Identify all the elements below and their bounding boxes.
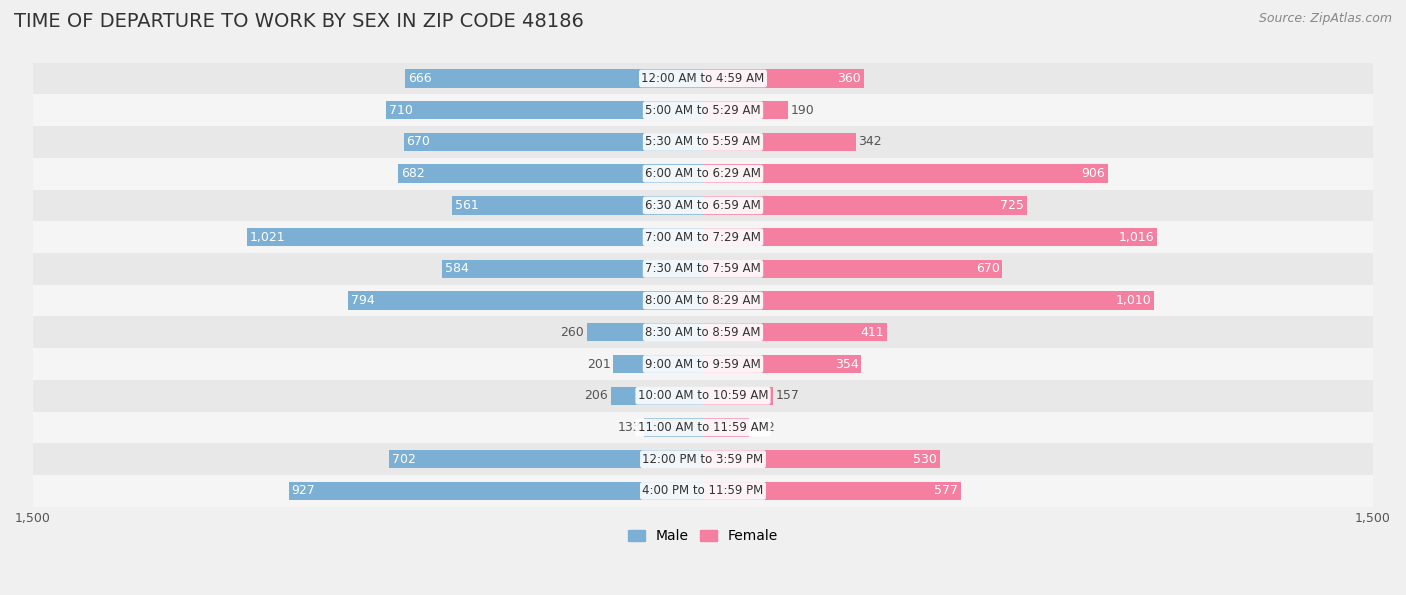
Text: 411: 411 [860,326,884,339]
Text: 201: 201 [586,358,610,371]
Text: 906: 906 [1081,167,1105,180]
Text: 342: 342 [859,136,882,148]
Bar [703,101,787,120]
Bar [32,62,1374,95]
Text: TIME OF DEPARTURE TO WORK BY SEX IN ZIP CODE 48186: TIME OF DEPARTURE TO WORK BY SEX IN ZIP … [14,12,583,31]
Bar [247,228,703,246]
Text: 1,021: 1,021 [250,231,285,243]
Bar [703,228,1157,246]
Bar [32,380,1374,412]
Text: 12:00 AM to 4:59 AM: 12:00 AM to 4:59 AM [641,72,765,85]
Text: 1,016: 1,016 [1119,231,1154,243]
Bar [703,450,939,468]
Bar [703,323,887,342]
Text: 7:30 AM to 7:59 AM: 7:30 AM to 7:59 AM [645,262,761,275]
Text: 794: 794 [352,294,375,307]
Text: 360: 360 [838,72,860,85]
Bar [32,221,1374,253]
Bar [703,69,863,87]
Text: 354: 354 [835,358,859,371]
Bar [32,475,1374,507]
Bar [586,323,703,342]
Bar [32,348,1374,380]
Text: 260: 260 [561,326,583,339]
Bar [389,450,703,468]
Text: 530: 530 [914,453,936,466]
Text: 10:00 AM to 10:59 AM: 10:00 AM to 10:59 AM [638,389,768,402]
Bar [398,164,703,183]
Bar [32,443,1374,475]
Text: 11:00 AM to 11:59 AM: 11:00 AM to 11:59 AM [638,421,768,434]
Text: 206: 206 [585,389,609,402]
Bar [288,482,703,500]
Text: 12:00 PM to 3:59 PM: 12:00 PM to 3:59 PM [643,453,763,466]
Bar [613,355,703,373]
Text: 7:00 AM to 7:29 AM: 7:00 AM to 7:29 AM [645,231,761,243]
Bar [703,387,773,405]
Text: 725: 725 [1000,199,1024,212]
Text: 1,010: 1,010 [1116,294,1152,307]
Text: 666: 666 [408,72,432,85]
Bar [32,284,1374,317]
Bar [453,196,703,215]
Text: 577: 577 [934,484,957,497]
Text: 8:00 AM to 8:29 AM: 8:00 AM to 8:29 AM [645,294,761,307]
Bar [405,69,703,87]
Bar [612,387,703,405]
Bar [32,190,1374,221]
Bar [32,253,1374,284]
Bar [32,126,1374,158]
Bar [703,482,960,500]
Bar [32,412,1374,443]
Bar [703,355,860,373]
Bar [703,133,856,151]
Text: 133: 133 [617,421,641,434]
Bar [385,101,703,120]
Text: 702: 702 [392,453,416,466]
Bar [703,292,1154,310]
Bar [703,164,1108,183]
Text: 710: 710 [388,104,412,117]
Text: 5:00 AM to 5:29 AM: 5:00 AM to 5:29 AM [645,104,761,117]
Text: 584: 584 [444,262,468,275]
Bar [703,196,1026,215]
Bar [703,418,748,437]
Text: 190: 190 [790,104,814,117]
Bar [441,259,703,278]
Bar [349,292,703,310]
Text: 682: 682 [401,167,425,180]
Text: 670: 670 [976,262,1000,275]
Bar [703,259,1002,278]
Text: 6:30 AM to 6:59 AM: 6:30 AM to 6:59 AM [645,199,761,212]
Text: 157: 157 [776,389,800,402]
Text: 927: 927 [291,484,315,497]
Text: 102: 102 [751,421,775,434]
Bar [32,317,1374,348]
Text: 561: 561 [456,199,479,212]
Text: 5:30 AM to 5:59 AM: 5:30 AM to 5:59 AM [645,136,761,148]
Text: 670: 670 [406,136,430,148]
Text: 6:00 AM to 6:29 AM: 6:00 AM to 6:29 AM [645,167,761,180]
Text: 9:00 AM to 9:59 AM: 9:00 AM to 9:59 AM [645,358,761,371]
Bar [644,418,703,437]
Text: Source: ZipAtlas.com: Source: ZipAtlas.com [1258,12,1392,25]
Bar [32,158,1374,190]
Text: 4:00 PM to 11:59 PM: 4:00 PM to 11:59 PM [643,484,763,497]
Text: 8:30 AM to 8:59 AM: 8:30 AM to 8:59 AM [645,326,761,339]
Bar [32,95,1374,126]
Bar [404,133,703,151]
Legend: Male, Female: Male, Female [623,524,783,549]
